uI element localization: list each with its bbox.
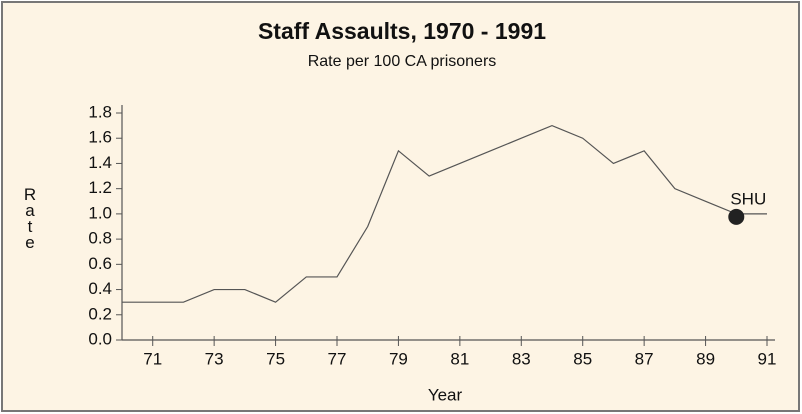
annotation-label: SHU (730, 189, 766, 208)
x-tick-label: 75 (266, 349, 285, 368)
chart-subtitle: Rate per 100 CA prisoners (308, 53, 497, 70)
y-tick-label: 1.6 (88, 128, 112, 147)
y-tick-label: 1.2 (88, 178, 112, 197)
y-tick-label: 0.8 (88, 229, 112, 248)
x-tick-label: 71 (143, 349, 162, 368)
y-tick-label: 0.2 (88, 304, 112, 323)
y-tick-label: 1.4 (88, 153, 112, 172)
x-tick-label: 85 (573, 349, 592, 368)
x-tick-label: 91 (758, 349, 777, 368)
data-line (122, 124, 767, 303)
x-tick-label: 89 (696, 349, 715, 368)
chart-title: Staff Assaults, 1970 - 1991 (258, 18, 546, 44)
x-tick-label: 77 (328, 349, 347, 368)
y-tick-label: 1.0 (88, 203, 112, 222)
x-tick-label: 83 (512, 349, 531, 368)
x-tick-label: 79 (389, 349, 408, 368)
x-axis-label: Year (428, 385, 463, 404)
y-tick-label: 0.0 (88, 329, 112, 348)
x-tick-label: 81 (450, 349, 469, 368)
y-tick-label: 1.8 (88, 102, 112, 121)
y-tick-label: 0.6 (88, 254, 112, 273)
y-tick-label: 0.4 (88, 279, 112, 298)
x-tick-label: 73 (205, 349, 224, 368)
annotation-marker (728, 208, 745, 225)
x-tick-label: 87 (635, 349, 654, 368)
y-axis-label: Rate (21, 185, 40, 249)
